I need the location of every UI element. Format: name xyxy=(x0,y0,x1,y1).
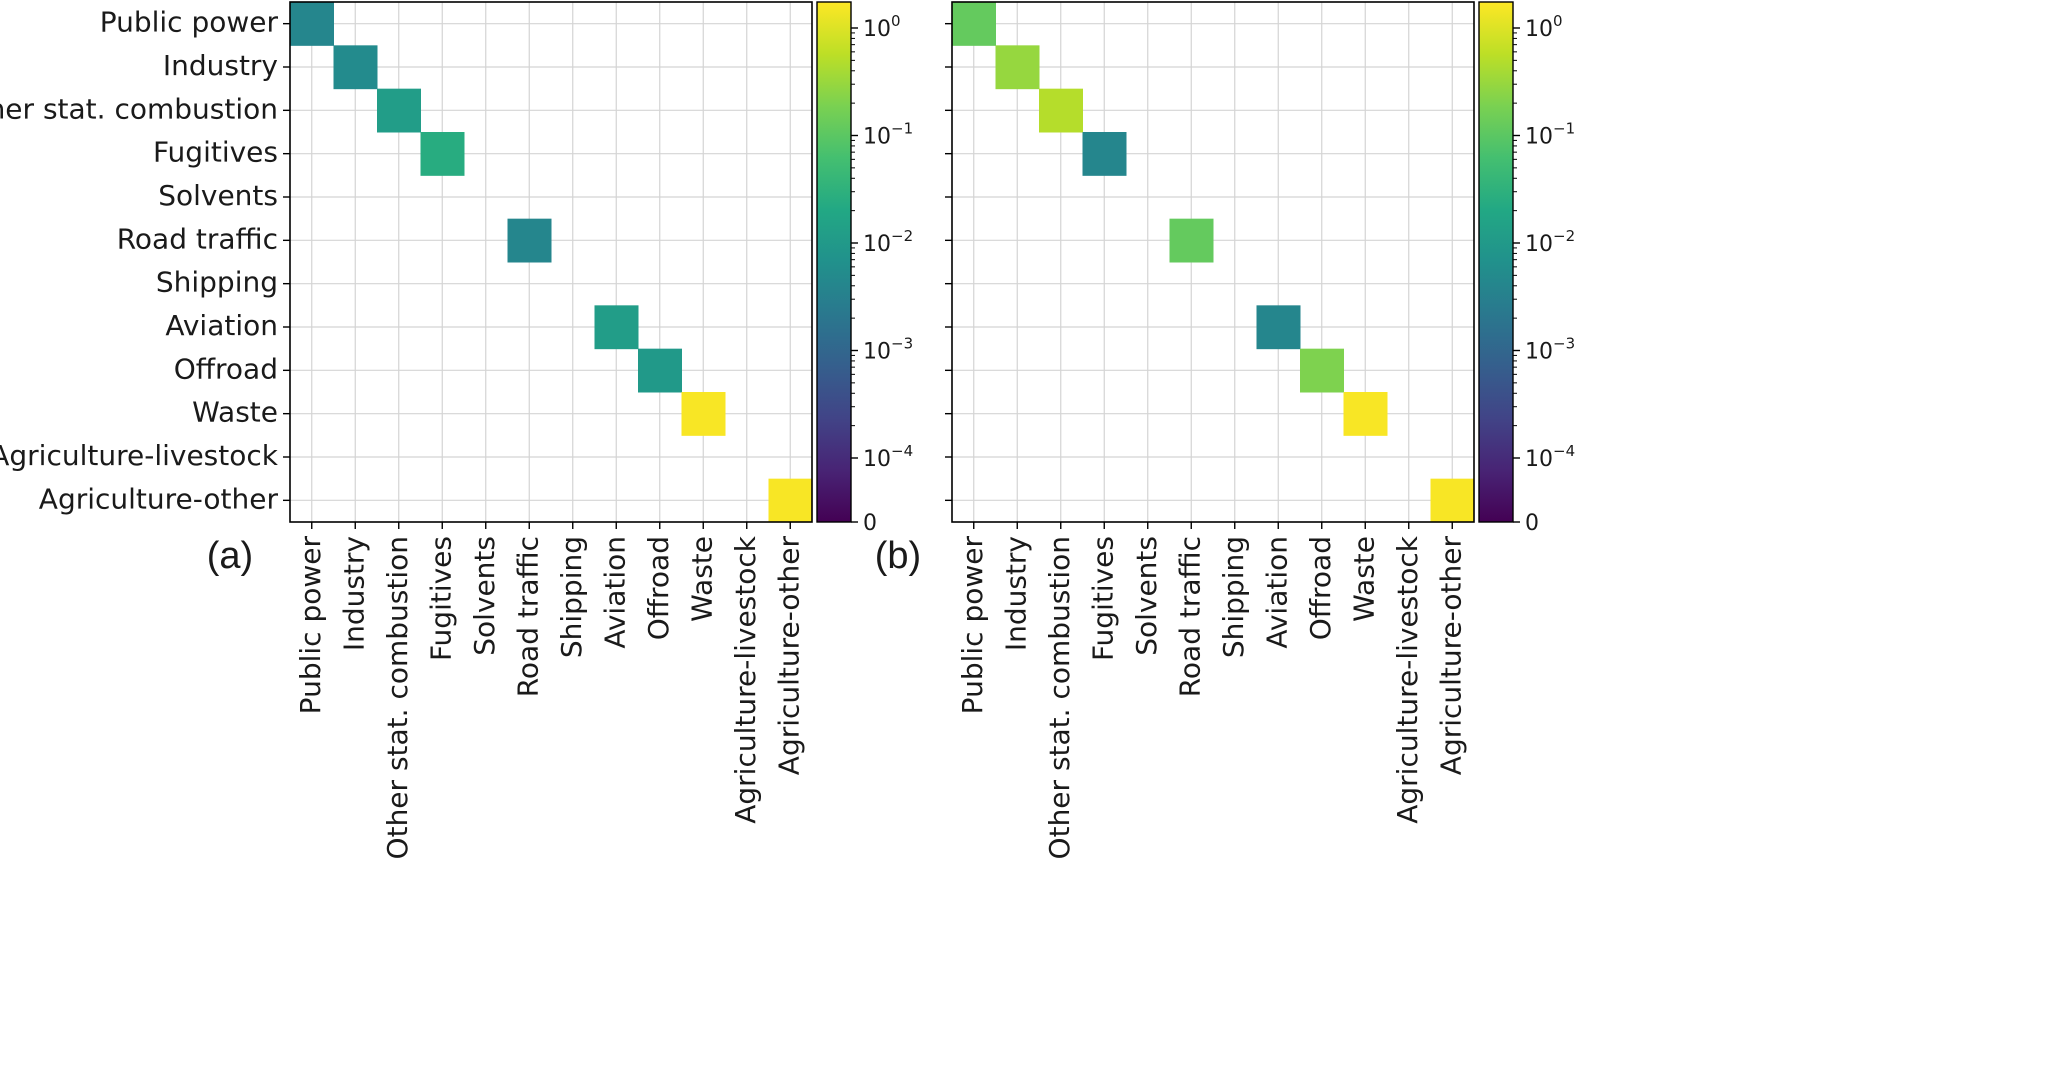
colorbar-tick-label: 10−3 xyxy=(863,335,913,365)
x-tick-label-fugitives: Fugitives xyxy=(1086,536,1119,661)
heatmap-cell-agriculture-other xyxy=(1430,478,1475,523)
y-tick-label-industry: Industry xyxy=(163,49,278,82)
heatmap-panel-a: Public power Public power Industry Industry… xyxy=(0,1,913,859)
heatmap-cell-aviation xyxy=(1256,305,1301,350)
colorbar-tick-label: 10−2 xyxy=(1525,227,1575,257)
heatmap-cell-public-power xyxy=(290,2,334,46)
colorbar xyxy=(817,2,851,522)
colorbar-tick-label: 100 xyxy=(1525,12,1563,42)
x-tick-label-aviation: Aviation xyxy=(598,536,631,649)
y-tick-label-shipping: Shipping xyxy=(156,266,278,299)
x-tick-label-waste: Waste xyxy=(1347,536,1380,622)
panel-label: (a) xyxy=(207,535,253,577)
x-tick-label-shipping: Shipping xyxy=(555,536,588,658)
heatmap-cell-public-power xyxy=(952,2,996,46)
colorbar-frame xyxy=(816,1,852,523)
x-tick-label-industry: Industry xyxy=(337,536,370,651)
x-tick-label-offroad: Offroad xyxy=(1304,536,1337,640)
heatmap-cell-road-traffic xyxy=(1169,218,1214,263)
y-tick-label-other-stat-combustion: Other stat. combustion xyxy=(0,92,278,125)
heatmap-cell-agriculture-other xyxy=(768,478,813,523)
colorbar-tick-label: 10−3 xyxy=(1525,335,1575,365)
heatmap-cell-offroad xyxy=(638,348,682,393)
colorbar-tick-label: 10−4 xyxy=(1525,442,1575,472)
heatmap-cell-industry xyxy=(995,45,1040,90)
y-tick-label-aviation: Aviation xyxy=(165,309,278,342)
y-tick-label-fugitives: Fugitives xyxy=(153,136,278,169)
heatmap-cell-waste xyxy=(1343,392,1388,436)
y-tick-label-public-power: Public power xyxy=(100,6,279,39)
colorbar-tick-label: 10−1 xyxy=(1525,120,1575,150)
colorbar-tick-label: 0 xyxy=(1525,511,1539,536)
colorbar-tick-label: 10−4 xyxy=(863,442,913,472)
plot-frame xyxy=(951,1,1475,523)
x-tick-label-other-stat-combustion: Other stat. combustion xyxy=(381,536,414,859)
y-tick-label-offroad: Offroad xyxy=(174,352,278,385)
x-tick-label-road-traffic: Road traffic xyxy=(1173,536,1206,697)
heatmap-cell-road-traffic xyxy=(507,218,552,263)
x-tick-label-waste: Waste xyxy=(685,536,718,622)
colorbar xyxy=(1479,2,1513,522)
colorbar-tick-label: 10−1 xyxy=(863,120,913,150)
y-tick-label-waste: Waste xyxy=(192,396,278,429)
x-tick-label-road-traffic: Road traffic xyxy=(511,536,544,697)
x-tick-label-other-stat-combustion: Other stat. combustion xyxy=(1043,536,1076,859)
heatmap-cell-aviation xyxy=(594,305,639,350)
colorbar-frame xyxy=(1478,1,1514,523)
x-tick-label-shipping: Shipping xyxy=(1217,536,1250,658)
x-tick-label-agriculture-other: Agriculture-other xyxy=(1434,536,1467,776)
plot-frame xyxy=(289,1,813,523)
colorbar-tick-label: 0 xyxy=(863,511,877,536)
x-tick-label-agriculture-livestock: Agriculture-livestock xyxy=(729,535,762,824)
x-tick-label-solvents: Solvents xyxy=(468,536,501,656)
x-tick-label-agriculture-other: Agriculture-other xyxy=(772,536,805,776)
heatmap-cell-other-stat-combustion xyxy=(377,88,421,133)
heatmap-cell-waste xyxy=(681,392,726,436)
x-tick-label-fugitives: Fugitives xyxy=(424,536,457,661)
y-tick-label-agriculture-other: Agriculture-other xyxy=(39,482,279,515)
x-tick-label-public-power: Public power xyxy=(956,536,989,715)
colorbar-tick-label: 10−2 xyxy=(863,227,913,257)
x-tick-label-aviation: Aviation xyxy=(1260,536,1293,649)
x-tick-label-solvents: Solvents xyxy=(1130,536,1163,656)
y-tick-label-road-traffic: Road traffic xyxy=(117,222,278,255)
x-tick-label-public-power: Public power xyxy=(294,536,327,715)
heatmap-cell-offroad xyxy=(1300,348,1344,393)
y-tick-label-agriculture-livestock: Agriculture-livestock xyxy=(0,439,279,472)
x-tick-label-offroad: Offroad xyxy=(642,536,675,640)
heatmap-cell-fugitives xyxy=(420,132,465,176)
y-tick-label-solvents: Solvents xyxy=(158,179,278,212)
heatmap-cell-industry xyxy=(333,45,378,90)
x-tick-label-agriculture-livestock: Agriculture-livestock xyxy=(1391,535,1424,824)
colorbar-tick-label: 100 xyxy=(863,12,901,42)
panel-label: (b) xyxy=(875,535,921,577)
heatmap-cell-other-stat-combustion xyxy=(1039,88,1083,133)
heatmap-panel-b: Public power Industry Other stat. combusti… xyxy=(875,1,1575,859)
heatmap-cell-fugitives xyxy=(1082,132,1127,176)
x-tick-label-industry: Industry xyxy=(999,536,1032,651)
